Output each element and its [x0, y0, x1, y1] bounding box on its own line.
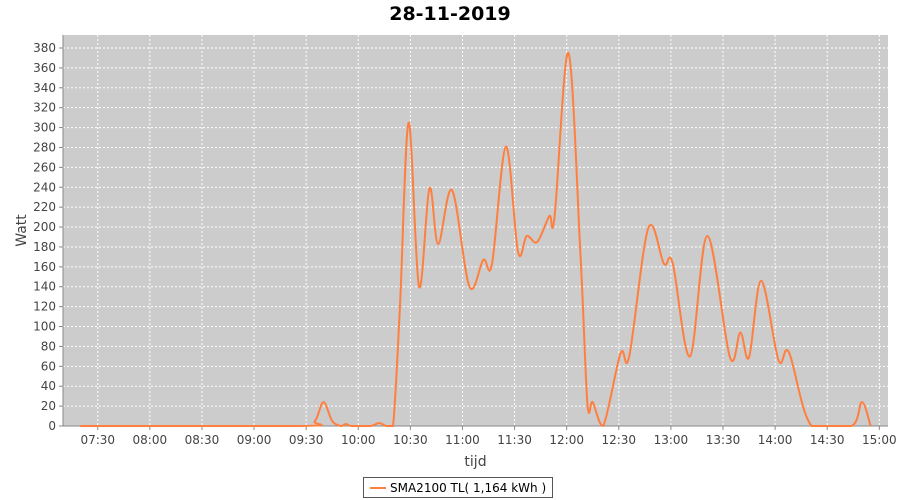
y-tick-label: 60 — [41, 359, 56, 373]
x-tick-label: 14:00 — [758, 433, 793, 447]
y-tick-label: 280 — [33, 140, 56, 154]
y-tick-label: 0 — [48, 419, 56, 433]
chart-title: 28-11-2019 — [389, 3, 511, 25]
y-tick-label: 220 — [33, 200, 56, 214]
y-tick-label: 100 — [33, 320, 56, 334]
x-tick-label: 09:30 — [289, 433, 324, 447]
series-line — [80, 51, 872, 428]
x-tick-label: 13:00 — [654, 433, 689, 447]
x-tick-label: 09:00 — [237, 433, 272, 447]
legend: SMA2100 TL( 1,164 kWh ) — [363, 477, 554, 498]
y-axis-label: Watt — [14, 214, 30, 247]
x-axis-label: tijd — [464, 454, 486, 470]
y-tick-label: 340 — [33, 81, 56, 95]
x-tick-label: 08:30 — [185, 433, 220, 447]
x-tick-label: 12:30 — [601, 433, 636, 447]
x-tick-label: 11:30 — [497, 433, 532, 447]
y-tick-label: 380 — [33, 41, 56, 55]
x-tick-label: 15:00 — [862, 433, 897, 447]
legend-swatch — [370, 486, 386, 489]
x-tick-label: 07:30 — [80, 433, 115, 447]
y-tick-label: 160 — [33, 260, 56, 274]
x-tick-label: 08:00 — [133, 433, 168, 447]
y-tick-label: 360 — [33, 61, 56, 75]
y-tick-label: 240 — [33, 180, 56, 194]
y-tick-label: 180 — [33, 240, 56, 254]
x-tick-label: 12:00 — [549, 433, 584, 447]
x-tick-label: 14:30 — [810, 433, 845, 447]
y-tick-label: 260 — [33, 160, 56, 174]
legend-label: SMA2100 TL( 1,164 kWh ) — [390, 480, 547, 495]
y-tick-label: 140 — [33, 280, 56, 294]
y-tick-label: 40 — [41, 379, 56, 393]
line-chart: 0 20 40 60 80 100 120 140 160 180 200 220 240 260 280 3… — [14, 35, 897, 470]
y-tick-label: 320 — [33, 101, 56, 115]
y-tick-label: 20 — [41, 399, 56, 413]
x-tick-label: 13:30 — [706, 433, 741, 447]
x-tick-label: 11:00 — [445, 433, 480, 447]
y-tick-label: 200 — [33, 220, 56, 234]
x-tick-label: 10:00 — [341, 433, 376, 447]
y-tick-label: 120 — [33, 300, 56, 314]
x-tick-label: 10:30 — [393, 433, 428, 447]
y-tick-label: 300 — [33, 121, 56, 135]
y-tick-label: 80 — [41, 339, 56, 353]
plot-area — [63, 35, 888, 426]
